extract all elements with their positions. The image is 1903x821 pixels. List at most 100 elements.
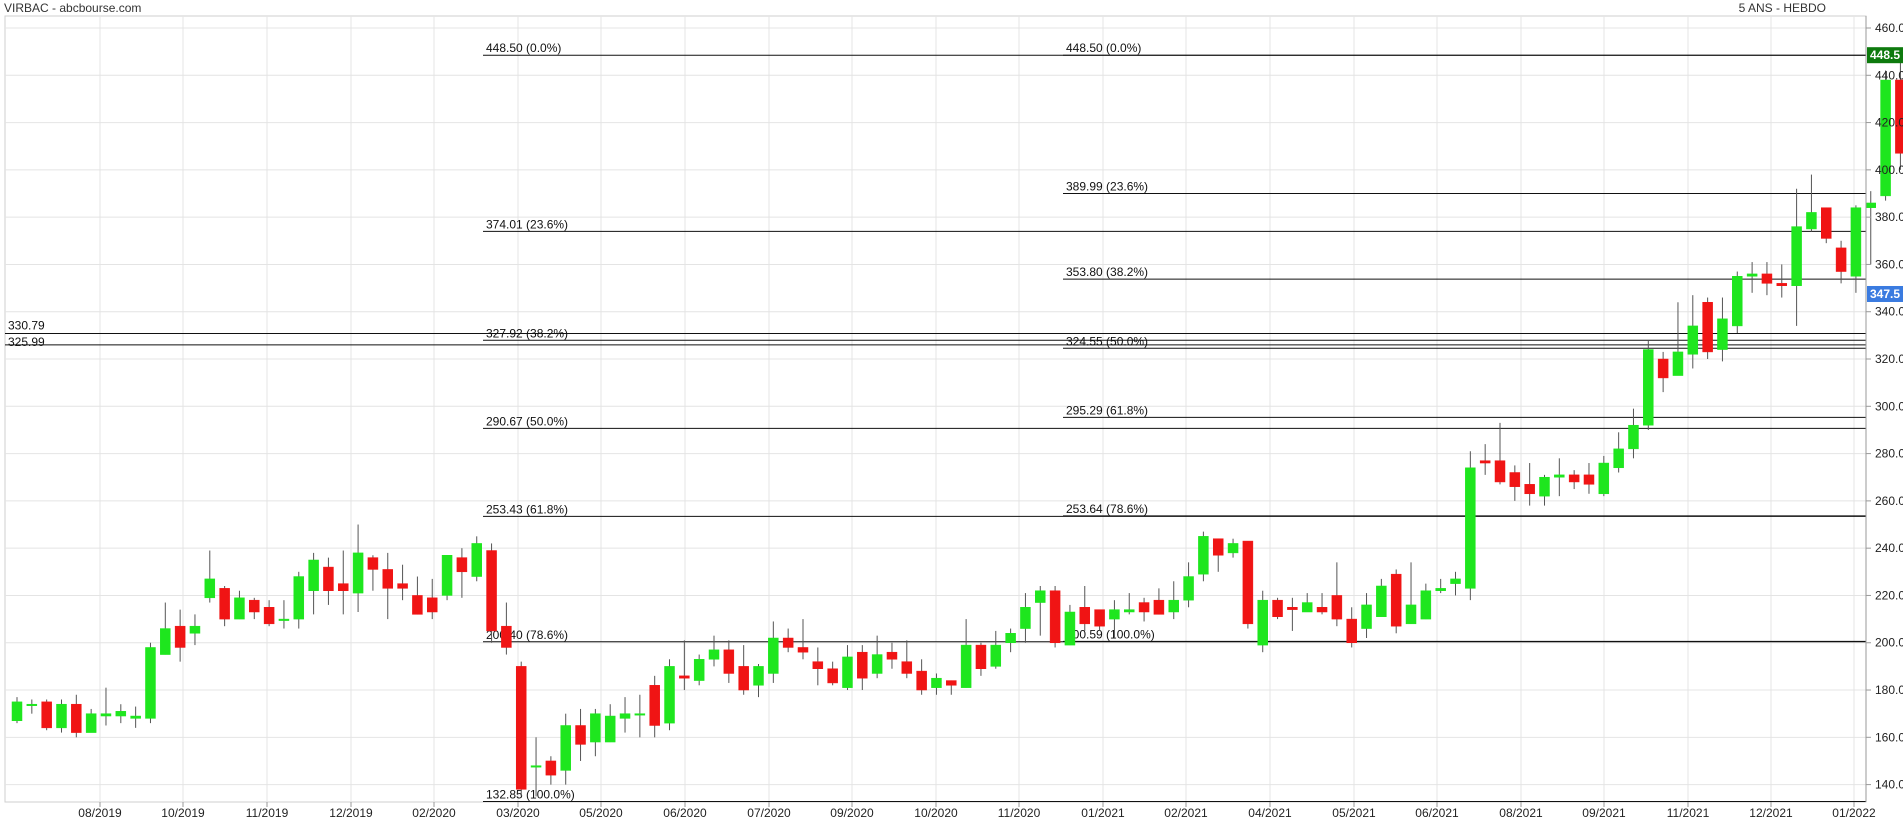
time-tick-label: 03/2020 [496,806,540,820]
candle-down [1761,273,1773,284]
candle-down [1702,302,1713,353]
price-tick-label: 340.0 [1875,305,1903,319]
candle-up [1880,79,1891,197]
fib-level-label: 353.80 (38.2%) [1066,265,1148,279]
fib-level-label: 253.43 (61.8%) [486,502,568,516]
price-tick-label: 400.0 [1875,163,1903,177]
candle-down [174,625,186,648]
candle-down [545,760,557,776]
candle-down [501,625,512,648]
candle-up [1035,590,1046,603]
candle-up [1465,467,1476,589]
candle-up [1020,607,1031,629]
candle-down [1524,484,1535,495]
fib-level-label: 132.85 (100.0%) [486,788,575,802]
candle-up [11,701,23,722]
candle-up [664,666,675,724]
candle-up [1613,448,1624,469]
candle-up [693,659,705,681]
candle-up [56,703,67,729]
price-badge-label: 347.5 [1870,287,1900,301]
price-tick-label: 380.0 [1875,210,1903,224]
candle-up [1301,602,1313,613]
fib-level-label: 200.40 (78.6%) [486,628,568,642]
candle-down [812,661,824,669]
time-tick-label: 11/2021 [1667,806,1710,820]
candle-down [946,680,957,686]
price-badge [1867,47,1903,64]
time-tick-label: 10/2020 [914,806,958,820]
candle-up [1420,590,1432,620]
candles [11,56,1903,797]
candle-down [1835,247,1847,272]
candle-down [679,675,690,679]
time-tick-label: 01/2022 [1832,806,1876,820]
price-tick-label: 360.0 [1875,257,1903,271]
chart-grid [4,15,1867,803]
candle-down [367,557,379,570]
candle-down [1316,607,1328,613]
candle-up [189,625,201,634]
candle-up [1598,462,1610,495]
time-tick-label: 08/2021 [1499,806,1543,820]
candle-up [1198,536,1209,575]
candle-down [1094,609,1105,627]
candle-down [1049,590,1061,643]
time-axis: 08/2019 10/2019 11/2019 12/2019 02/2020 03/20… [78,802,1876,820]
candle-up [753,666,764,686]
time-tick-label: 01/2021 [1081,806,1125,820]
candle-down [1583,474,1595,485]
candle-down [723,649,735,674]
price-tick-label: 420.0 [1875,116,1903,130]
candle-up [708,649,720,660]
candle-down [1821,207,1832,239]
candle-up [1732,276,1743,327]
candle-down [901,661,913,674]
candle-up [234,597,245,620]
candle-up [1717,318,1728,350]
candle-up [1746,273,1758,277]
candle-down [975,644,987,669]
candle-down [1895,79,1903,154]
price-tick-label: 220.0 [1875,588,1903,602]
price-axis: 140.0 160.0 180.0 200.0 220.0 240.0 260.0 280.0… [1865,16,1903,802]
candle-up [1005,633,1016,643]
fib-level-label: 389.99 (23.6%) [1066,180,1148,194]
candle-down [1138,602,1150,613]
time-tick-label: 04/2021 [1248,806,1292,820]
candle-up [278,618,290,621]
time-tick-label: 05/2021 [1332,806,1376,820]
candle-up [619,713,631,719]
price-badge [1867,285,1903,302]
candle-up [960,644,972,688]
fib-level-label: 290.67 (50.0%) [486,414,568,428]
candle-up [1450,578,1461,584]
candle-up [1865,202,1876,208]
candle-down [382,569,393,589]
price-tick-label: 300.0 [1875,399,1903,413]
candle-down [323,566,334,591]
candle-up [560,725,571,771]
candle-up [293,576,305,620]
candle-down [426,597,438,613]
candle-up [990,644,1002,667]
candle-down [916,670,927,691]
fib-level-label: 330.79 [8,319,45,333]
time-tick-label: 08/2019 [78,806,122,820]
candle-up [1554,474,1565,478]
candle-up [352,552,364,594]
candle-up [604,715,616,743]
candle-up [26,703,38,706]
candle-down [738,666,749,691]
candle-down [412,595,423,615]
candle-down [1346,618,1357,643]
candle-up [1183,576,1194,601]
candle-up [842,656,853,688]
candle-down [1390,573,1402,627]
candle-down [797,647,809,653]
time-tick-label: 12/2019 [329,806,373,820]
candle-down [1079,607,1091,625]
candle-up [1806,212,1817,230]
time-tick-label: 11/2019 [246,806,289,820]
